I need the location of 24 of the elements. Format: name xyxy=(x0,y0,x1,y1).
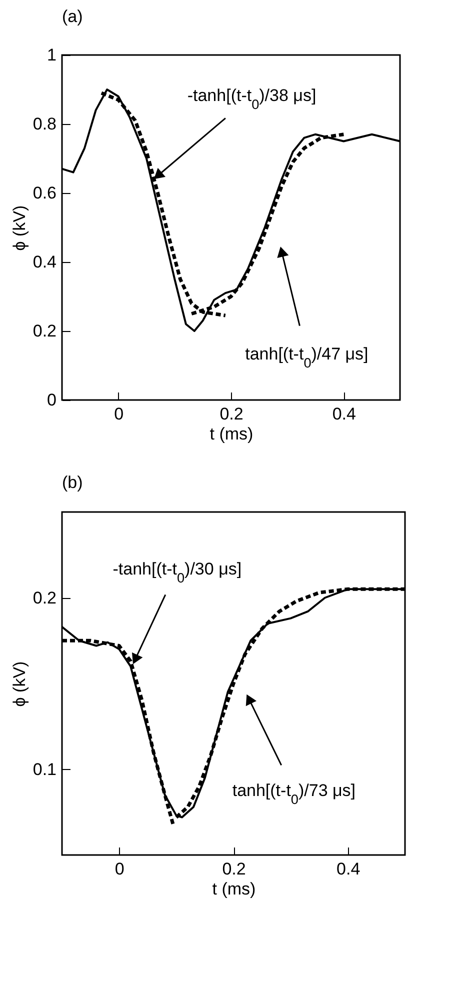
x-tick-label: 0.4 xyxy=(336,860,360,878)
x-tick-label: 0 xyxy=(114,860,124,878)
y-tick-label: 0.6 xyxy=(32,184,56,202)
y-tick-label: 0.1 xyxy=(32,760,56,779)
annotation: -tanh[(t-t$_{0}$)/30 μs] xyxy=(112,559,242,585)
y-tick-label: 0.2 xyxy=(32,322,56,340)
x-tick-label: 0 xyxy=(114,404,124,424)
chart-title: (a) xyxy=(62,7,83,26)
y-tick-label: 0.8 xyxy=(32,114,56,134)
y-axis-title: ϕ (kV) xyxy=(10,661,29,707)
x-axis-title: t (ms) xyxy=(212,880,256,898)
y-axis-title: ϕ (kV) xyxy=(10,205,29,251)
x-tick-label: 0.4 xyxy=(332,404,356,424)
x-tick-label: 0.2 xyxy=(220,404,244,424)
annotation: tanh[(t-t$_{0}$)/47 μs] xyxy=(245,344,368,370)
annotation: -tanh[(t-t$_{0}$)/38 μs] xyxy=(187,86,316,112)
chart-title: (b) xyxy=(62,473,83,492)
y-tick-label: 0.2 xyxy=(32,588,56,608)
x-tick-label: 0.2 xyxy=(222,860,246,878)
y-tick-label: 0 xyxy=(47,390,56,410)
y-tick-label: 0.4 xyxy=(32,252,56,272)
annotation: tanh[(t-t$_{0}$)/73 μs] xyxy=(232,780,356,806)
x-axis-title: t (ms) xyxy=(210,424,254,444)
y-tick-label: 1 xyxy=(47,46,56,64)
